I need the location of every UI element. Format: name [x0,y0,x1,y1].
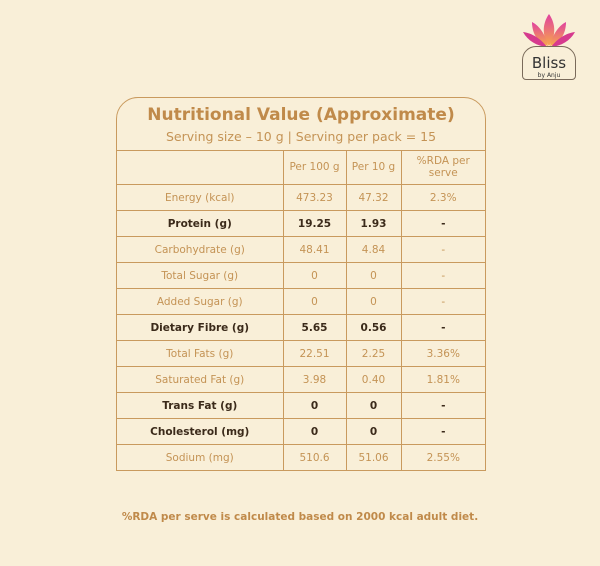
table-row: Total Fats (g) 22.51 2.25 3.36% [117,340,485,367]
table-cell: 51.06 [345,444,402,470]
table-cell: - [400,210,485,237]
table-cell: 48.41 [282,236,347,263]
card-subtitle: Serving size – 10 g | Serving per pack =… [165,129,437,144]
row-label: Saturated Fat (g) [117,366,284,393]
table-row: Saturated Fat (g) 3.98 0.40 1.81% [117,366,485,393]
logo-frame [522,46,576,80]
table-cell: 0.56 [345,314,402,341]
row-label: Trans Fat (g) [117,392,284,419]
table-row: Added Sugar (g) 0 0- [117,288,485,315]
table-cell: 3.36% [400,340,485,367]
column-header: Per 10 g [345,150,402,185]
row-label: Cholesterol (mg) [117,418,284,445]
table-cell: 1.81% [400,366,485,393]
table-cell: 0 [345,392,402,419]
lotus-icon [523,14,575,47]
table-cell: 0 [345,288,402,315]
table-cell: 4.84 [345,236,402,263]
table-cell: - [400,262,485,289]
table-cell: 5.65 [282,314,347,341]
table-cell: 2.3% [400,184,485,211]
table-cell: 0 [282,262,347,289]
nutrition-table: Per 100 g Per 10 g %RDA per serve Energy (… [117,150,485,470]
table-cell: - [400,288,485,315]
table-cell: 2.25 [345,340,402,367]
table-row: Total Sugar (g) 0 0- [117,262,485,289]
table-row: Trans Fat (g) 0 0- [117,392,485,419]
header-row: Per 100 g Per 10 g %RDA per serve [117,150,485,185]
row-label: Total Fats (g) [117,340,284,367]
table-cell: 510.6 [282,444,347,470]
table-cell: 0 [345,262,402,289]
table-cell: - [400,392,485,419]
table-row: Energy (kcal) 473.23 47.32 2.3% [117,184,485,211]
table-cell: - [400,314,485,341]
row-label: Dietary Fibre (g) [117,314,284,341]
table-body: Energy (kcal) 473.23 47.32 2.3% Protein (g) 1… [117,184,485,470]
table-cell: - [400,236,485,263]
table-cell: 0 [345,418,402,445]
row-label: Carbohydrate (g) [117,236,284,263]
footnote: %RDA per serve is calculated based on 20… [121,511,479,523]
column-header: Per 100 g [282,150,347,185]
nutrition-card: Nutritional Value (Approximate) Serving … [116,97,486,471]
table-cell: 473.23 [282,184,347,211]
column-header: %RDA per serve [400,150,485,185]
table-cell: 0 [282,288,347,315]
table-row: Dietary Fibre (g) 5.65 0.56- [117,314,485,341]
logo-name: Bliss [531,54,567,72]
row-label: Added Sugar (g) [117,288,284,315]
logo-tagline: by Anju [537,72,561,79]
header-cell [117,150,284,185]
table-cell: 22.51 [282,340,347,367]
table-cell: 47.32 [345,184,402,211]
table-row: Protein (g) 19.25 1.93- [117,210,485,237]
table-cell: 0.40 [345,366,402,393]
table-cell: - [400,418,485,445]
card-title: Nutritional Value (Approximate) [147,105,455,125]
table-row: Cholesterol (mg) 0 0- [117,418,485,445]
table-cell: 0 [282,392,347,419]
row-label: Energy (kcal) [117,184,284,211]
row-label: Sodium (mg) [117,444,284,470]
row-label: Protein (g) [117,210,284,237]
table-cell: 2.55% [400,444,485,470]
table-row: Carbohydrate (g) 48.41 4.84- [117,236,485,263]
table-row: Sodium (mg) 510.6 51.06 2.55% [117,444,485,470]
table-cell: 3.98 [282,366,347,393]
row-label: Total Sugar (g) [117,262,284,289]
table-cell: 1.93 [345,210,402,237]
logo: Bliss by Anju [520,10,580,82]
table-cell: 0 [282,418,347,445]
table-cell: 19.25 [282,210,347,237]
